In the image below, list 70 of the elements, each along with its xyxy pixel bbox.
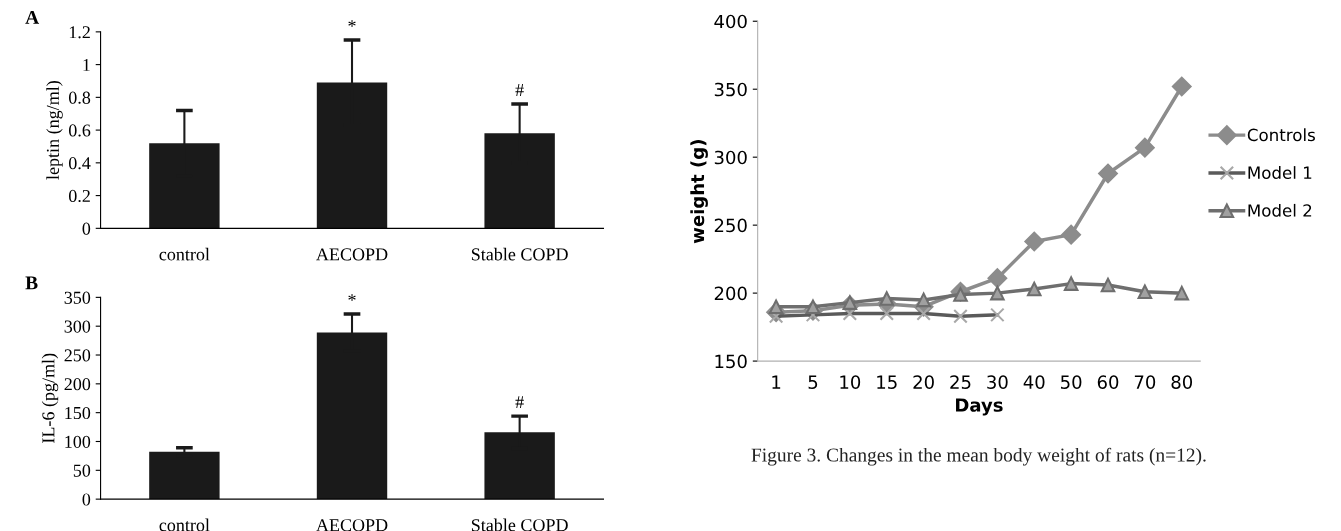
x-tick-label: 20 bbox=[913, 375, 934, 389]
y-tick-label: 250 bbox=[64, 349, 91, 362]
y-tick-label: 150 bbox=[65, 406, 91, 420]
y-tick-label: 100 bbox=[65, 435, 91, 448]
y-tick-label: 200 bbox=[714, 286, 747, 301]
point bbox=[768, 299, 784, 314]
y-tick-label: 200 bbox=[64, 378, 91, 391]
x-axis-title: Days bbox=[956, 398, 1003, 416]
point bbox=[1061, 224, 1081, 245]
point bbox=[916, 292, 931, 308]
x-tick-label: 80 bbox=[1171, 375, 1193, 389]
y-tick-label: 300 bbox=[714, 150, 747, 165]
point bbox=[990, 285, 1005, 301]
annotation: # bbox=[515, 396, 524, 409]
y-tick-label: 150 bbox=[715, 354, 747, 369]
y-tick-label: 0.4 bbox=[68, 157, 91, 170]
point bbox=[1024, 231, 1045, 252]
y-tick-label: 300 bbox=[64, 320, 91, 333]
x-tick-label: 1 bbox=[772, 375, 781, 389]
annotation: * bbox=[348, 294, 356, 301]
y-tick-label: 400 bbox=[714, 14, 747, 29]
x-tick-label: 40 bbox=[1023, 375, 1045, 389]
point bbox=[805, 299, 821, 314]
y-tick-label: 250 bbox=[714, 218, 747, 233]
bar bbox=[149, 451, 220, 500]
y-tick-label: 0 bbox=[82, 493, 91, 506]
point bbox=[1135, 137, 1155, 158]
y-tick-label: 350 bbox=[714, 82, 747, 97]
x-tick-label: control bbox=[159, 518, 210, 531]
annotation: # bbox=[515, 84, 524, 96]
point bbox=[987, 268, 1008, 289]
chart-title: A bbox=[25, 10, 40, 24]
x-tick-label: AECOPD bbox=[316, 519, 388, 531]
y-tick-label: 0.8 bbox=[68, 91, 91, 104]
point bbox=[1137, 284, 1153, 300]
x-tick-label: control bbox=[159, 247, 210, 261]
y-axis-title: IL-6 (pg/ml) bbox=[41, 353, 59, 443]
x-tick-label: 10 bbox=[840, 375, 861, 389]
x-tick-label: Stable COPD bbox=[471, 518, 568, 531]
x-tick-label: 70 bbox=[1134, 375, 1156, 389]
x-tick-label: 5 bbox=[808, 375, 818, 389]
x-tick-label: 15 bbox=[877, 375, 897, 389]
x-tick-label: AECOPD bbox=[316, 248, 388, 261]
y-tick-label: 0 bbox=[82, 222, 91, 235]
point bbox=[1174, 285, 1190, 301]
y-tick-label: 0.6 bbox=[68, 124, 91, 137]
point bbox=[1171, 76, 1192, 97]
point bbox=[1100, 277, 1116, 293]
y-tick-label: 0.2 bbox=[68, 189, 90, 203]
legend-label: Model 2 bbox=[1248, 203, 1312, 217]
x-tick-label: Stable COPD bbox=[471, 247, 568, 261]
x-tick-label: 60 bbox=[1097, 375, 1119, 389]
y-tick-label: 50 bbox=[73, 464, 91, 477]
y-axis-title: leptin (ng/ml) bbox=[46, 80, 63, 180]
y-tick-label: 350 bbox=[64, 291, 91, 304]
caption: Figure 3. Changes in the mean body weight of rats (n=12). bbox=[751, 447, 1206, 466]
y-tick-label: 1.2 bbox=[69, 26, 90, 39]
point bbox=[1098, 163, 1118, 184]
x-tick-label: 30 bbox=[987, 375, 1008, 389]
chart-title: B bbox=[25, 276, 38, 290]
point bbox=[1063, 276, 1079, 291]
y-tick-label: 1 bbox=[83, 58, 90, 71]
legend-label: Model 1 bbox=[1248, 166, 1312, 179]
point bbox=[1026, 281, 1042, 297]
legend-label: Controls bbox=[1247, 128, 1315, 142]
x-tick-label: 25 bbox=[950, 375, 971, 389]
x-tick-label: 50 bbox=[1061, 375, 1082, 389]
annotation: * bbox=[348, 20, 356, 27]
point bbox=[879, 291, 895, 306]
y-axis-title: weight (g) bbox=[690, 140, 708, 244]
